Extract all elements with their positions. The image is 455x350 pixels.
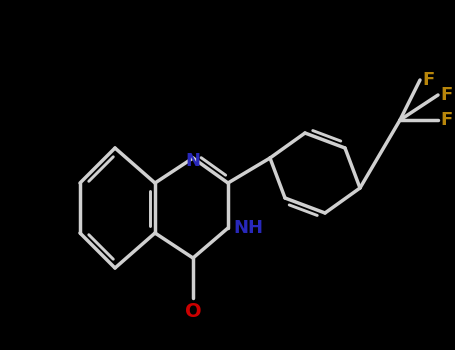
Text: F: F xyxy=(422,71,434,89)
Text: N: N xyxy=(186,152,201,170)
Text: O: O xyxy=(185,302,201,321)
Text: F: F xyxy=(440,111,452,129)
Text: F: F xyxy=(440,86,452,104)
Text: NH: NH xyxy=(233,219,263,237)
